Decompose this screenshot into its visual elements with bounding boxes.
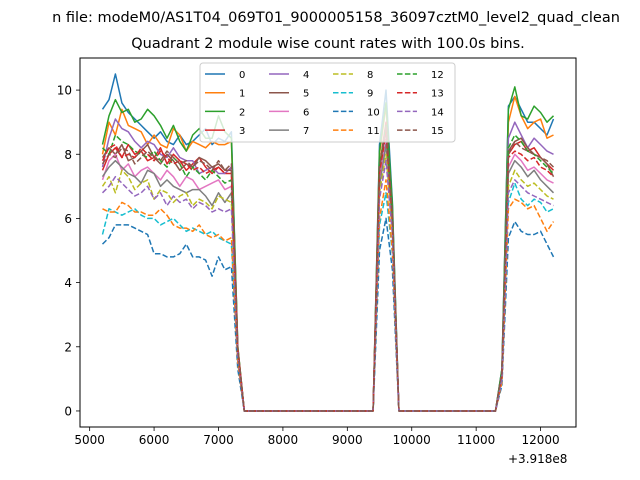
series-line-15	[101, 124, 555, 412]
x-tick-label: 9000	[332, 433, 363, 447]
legend-label-2: 2	[239, 107, 245, 118]
series-line-3	[101, 121, 555, 412]
legend-label-3: 3	[239, 126, 245, 137]
series-line-8	[101, 153, 554, 412]
legend-label-14: 14	[431, 107, 444, 118]
y-tick-label: 2	[64, 340, 72, 354]
legend-label-7: 7	[303, 126, 309, 137]
x-tick-label: 12000	[521, 433, 559, 447]
legend-label-4: 4	[303, 70, 309, 81]
x-tick-label: 11000	[457, 433, 495, 447]
series-line-7	[101, 143, 555, 412]
x-axis-offset-label: +3.918e8	[508, 452, 568, 466]
series-line-10	[101, 217, 555, 412]
legend-label-6: 6	[303, 107, 309, 118]
y-tick-label: 10	[57, 84, 72, 98]
axes-frame	[79, 57, 577, 428]
y-tick-label: 6	[64, 212, 72, 226]
chart-title: Quadrant 2 module wise count rates with …	[131, 36, 525, 52]
legend-box	[199, 62, 456, 143]
x-tick-label: 10000	[393, 433, 431, 447]
x-tick-label: 7000	[203, 433, 234, 447]
series-line-12	[101, 124, 555, 412]
legend-label-12: 12	[431, 70, 444, 81]
legend-label-15: 15	[431, 126, 444, 137]
legend-label-0: 0	[239, 70, 245, 81]
series-line-6	[101, 137, 554, 412]
legend-label-8: 8	[367, 70, 373, 81]
series-line-5	[101, 127, 555, 412]
x-tick-label: 5000	[74, 433, 105, 447]
x-tick-label: 6000	[139, 433, 170, 447]
legend-label-11: 11	[367, 126, 380, 137]
y-tick-label: 8	[64, 148, 72, 162]
x-axis: 5000 6000 7000 8000 9000 10000 11000 12000	[74, 427, 560, 447]
y-tick-label: 0	[64, 404, 72, 418]
legend-label-1: 1	[239, 89, 245, 100]
figure-suptitle: n file: modeM0/AS1T04_069T01_9000005158_…	[52, 10, 620, 26]
legend-label-13: 13	[431, 89, 444, 100]
y-tick-label: 4	[64, 276, 72, 290]
legend-label-5: 5	[303, 89, 309, 100]
legend-label-10: 10	[367, 107, 380, 118]
series-line-11	[102, 179, 555, 412]
x-tick-label: 8000	[268, 433, 299, 447]
legend-label-9: 9	[367, 89, 373, 100]
plot-lines	[101, 73, 555, 412]
y-axis: 0 2 4 6 8 10	[57, 84, 80, 418]
series-line-9	[101, 182, 554, 412]
